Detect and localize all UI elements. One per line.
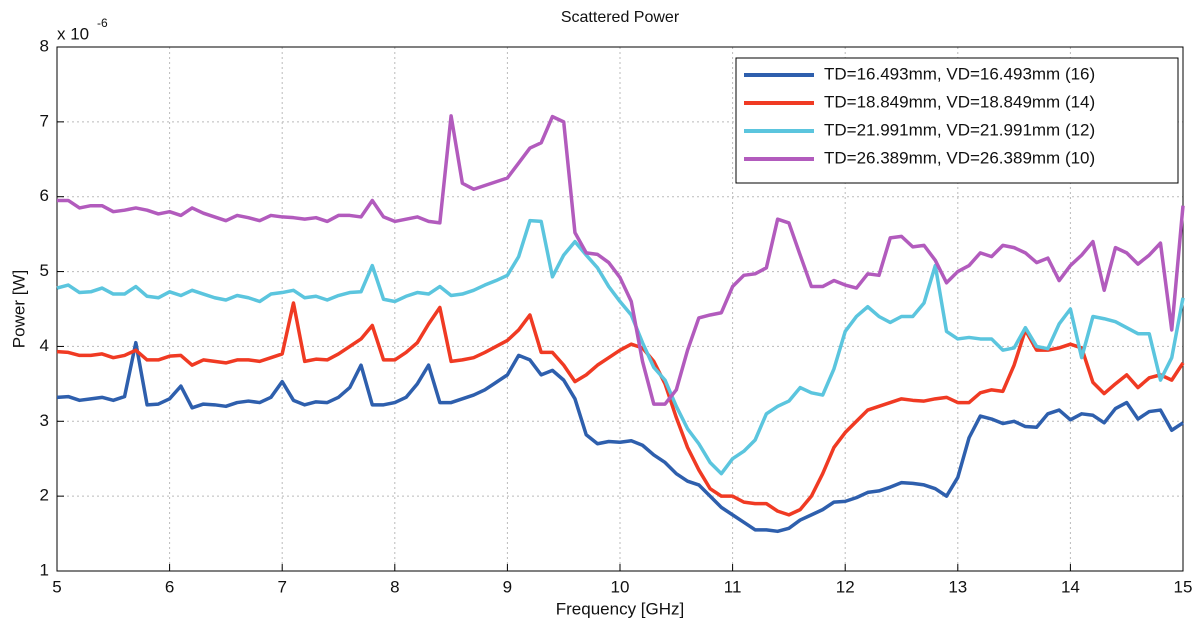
x-axis-label: Frequency [GHz]	[556, 599, 685, 618]
y-tick-label: 4	[40, 336, 49, 355]
x-tick-label: 15	[1174, 577, 1193, 596]
y-tick-label: 5	[40, 261, 49, 280]
x-tick-label: 9	[503, 577, 512, 596]
x-tick-label: 13	[948, 577, 967, 596]
y-multiplier-exponent: -6	[97, 16, 108, 30]
x-tick-label: 6	[165, 577, 174, 596]
chart-title: Scattered Power	[561, 9, 680, 26]
y-tick-label: 2	[40, 486, 49, 505]
x-tick-label: 14	[1061, 577, 1080, 596]
x-tick-label: 5	[52, 577, 61, 596]
series-line	[56, 218, 1185, 476]
x-tick-label: 12	[836, 577, 855, 596]
series-line	[56, 301, 1185, 517]
y-tick-label: 3	[40, 411, 49, 430]
x-tick-label: 11	[724, 577, 742, 596]
y-tick-label: 1	[40, 560, 49, 579]
y-tick-label: 8	[40, 36, 49, 55]
series-line	[56, 340, 1184, 534]
legend-box	[735, 57, 1179, 184]
plot-frame	[56, 46, 1184, 572]
legend-label: TD=26.389mm, VD=26.389mm (10)	[824, 148, 1095, 167]
x-tick-label: 8	[390, 577, 399, 596]
x-tick-label: 7	[277, 577, 286, 596]
y-tick-label: 6	[40, 186, 49, 205]
legend-label: TD=21.991mm, VD=21.991mm (12)	[824, 120, 1095, 139]
legend-label: TD=18.849mm, VD=18.849mm (14)	[824, 92, 1095, 111]
x-tick-label: 10	[611, 577, 630, 596]
y-tick-label: 7	[40, 111, 49, 130]
series-line	[57, 114, 1185, 406]
y-multiplier: x 10	[57, 24, 89, 43]
y-axis-label: Power [W]	[9, 270, 28, 348]
legend-label: TD=16.493mm, VD=16.493mm (16)	[824, 64, 1095, 83]
